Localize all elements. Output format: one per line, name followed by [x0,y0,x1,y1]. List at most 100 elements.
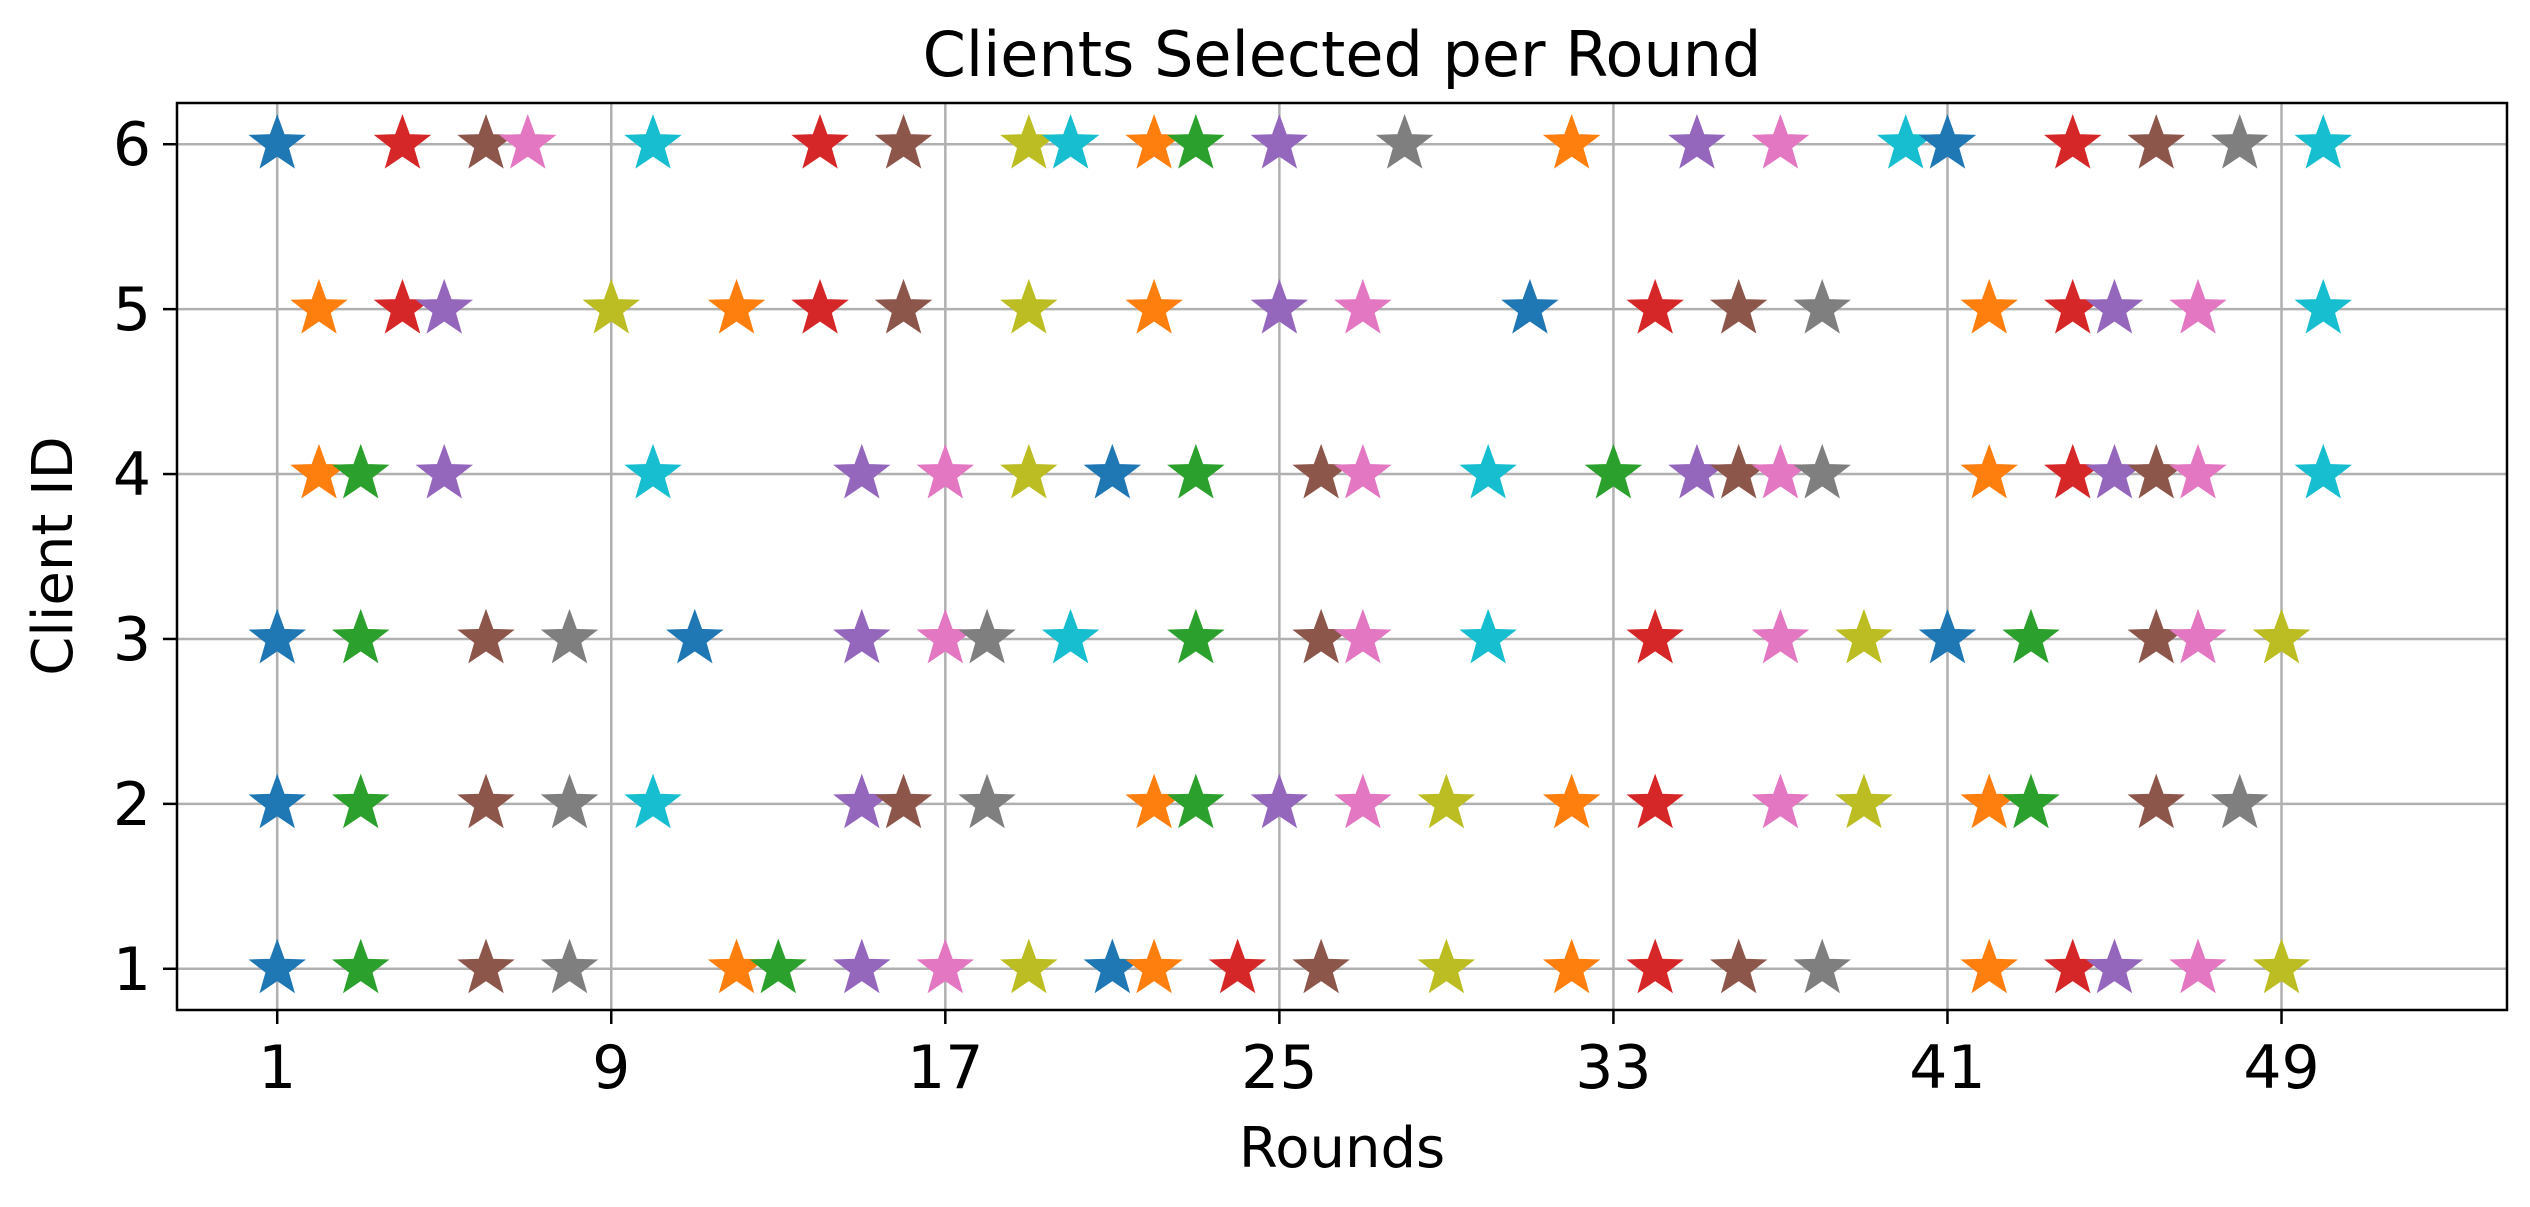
data-point-star [2211,114,2269,169]
data-point-star [1584,443,1643,499]
data-point-star [2085,938,2144,994]
data-point-star [1835,773,1893,829]
data-point-star [499,114,557,169]
data-point-star [666,608,724,664]
data-point-star [1626,938,1684,994]
data-point-star [1793,443,1851,499]
data-point-star [1417,773,1476,829]
data-point-star [1375,114,1434,169]
data-point-star [1793,278,1851,334]
data-point-star [1835,608,1893,664]
y-tick-label: 1 [113,935,151,1005]
data-point-star [1125,938,1183,994]
y-tick-label: 4 [113,440,151,510]
data-point-star [248,114,306,169]
data-point-star [874,773,933,829]
data-point-star [1542,773,1601,829]
data-point-star [1334,278,1392,334]
data-point-star [1918,114,1977,169]
chart-title: Clients Selected per Round [923,18,1762,91]
data-point-star [2294,443,2352,499]
data-point-star [1709,278,1768,334]
data-point-star [1417,938,1476,994]
data-point-star [1960,443,2018,499]
data-point-star [624,114,682,169]
data-point-star [833,608,891,664]
x-axis-label: Rounds [1239,1116,1445,1181]
data-point-star [1250,773,1309,829]
data-point-star [248,938,306,994]
data-point-star [1292,938,1350,994]
data-point-star [332,938,390,994]
data-point-star [332,443,390,499]
data-point-star [1250,278,1309,334]
data-point-star [624,443,682,499]
data-point-star [1542,938,1601,994]
data-point-star [958,608,1016,664]
data-point-star [833,938,891,994]
data-point-star [1668,114,1726,169]
data-point-star [2252,608,2311,664]
data-point-star [1000,278,1058,334]
data-point-star [415,443,473,499]
data-point-star [1000,938,1058,994]
data-point-star [1000,443,1058,499]
data-point-star [457,773,515,829]
data-point-star [1793,938,1851,994]
data-point-star [1334,443,1392,499]
data-point-star [2085,278,2144,334]
data-point-star [1626,773,1684,829]
data-point-star [2252,938,2311,994]
x-tick-label: 9 [592,1033,630,1103]
data-point-star [1125,278,1183,334]
data-point-star [2127,773,2185,829]
data-point-star [1459,608,1517,664]
data-point-star [791,114,849,169]
y-tick-label: 6 [113,110,151,180]
data-point-star [1459,443,1517,499]
data-point-star [916,938,975,994]
data-point-star [1751,773,1810,829]
data-point-star [1167,608,1225,664]
data-point-star [2044,114,2102,169]
data-point-star [1501,278,1559,334]
data-point-star [749,938,808,994]
data-point-star [415,278,473,334]
data-point-star [1167,443,1225,499]
data-point-star [1334,773,1392,829]
data-point-star [582,278,640,334]
y-tick-label: 3 [113,605,151,675]
data-point-star [332,773,390,829]
axis-ticks: 1 9 17 25 33 41 49 1 2 3 4 5 6 [113,110,2320,1103]
x-tick-label: 1 [258,1033,296,1103]
x-tick-label: 41 [1909,1033,1985,1103]
data-point-star [2211,773,2269,829]
data-point-star [2169,938,2227,994]
data-point-star [2002,773,2060,829]
data-point-star [874,114,933,169]
data-point-star [1208,938,1267,994]
data-point-star [1334,608,1392,664]
data-point-star [2294,278,2352,334]
x-tick-label: 25 [1241,1033,1317,1103]
data-point-star [2127,114,2185,169]
data-point-star [916,443,975,499]
data-point-star [791,278,849,334]
y-tick-label: 5 [113,275,151,345]
data-point-star [874,278,933,334]
data-point-star [624,773,682,829]
data-point-star [1960,278,2018,334]
y-tick-label: 2 [113,770,151,840]
data-point-star [2169,608,2227,664]
data-point-star [457,608,515,664]
data-point-star [1250,114,1309,169]
data-point-star [1751,114,1810,169]
data-point-star [1626,278,1684,334]
data-point-star [248,773,306,829]
data-point-star [1751,608,1810,664]
y-axis-label: Client ID [21,436,86,676]
data-markers [248,114,2352,994]
data-point-star [540,773,599,829]
data-point-star [2294,114,2352,169]
plot-frame [175,101,2509,1012]
